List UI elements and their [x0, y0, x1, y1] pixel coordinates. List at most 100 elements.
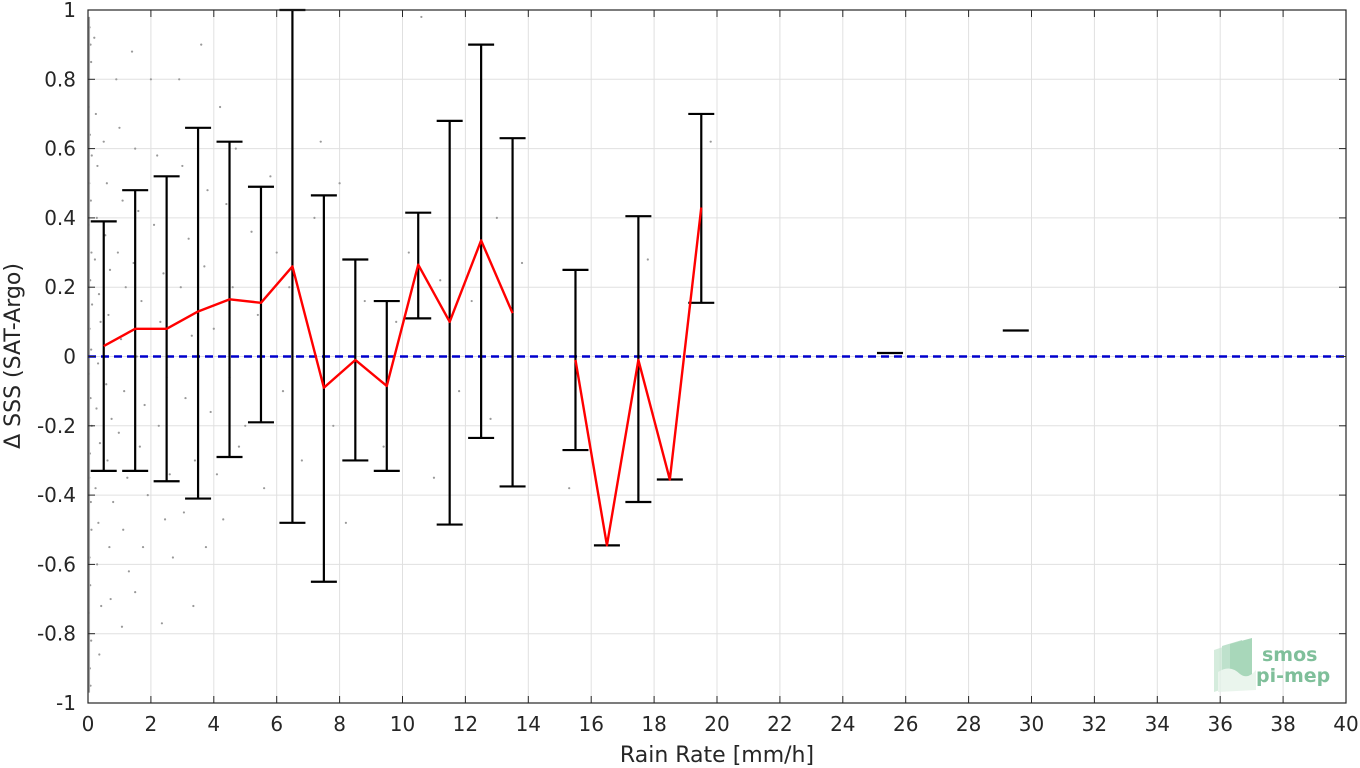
scatter-point [489, 417, 492, 420]
scatter-point [407, 251, 410, 254]
y-tick-label: -1 [56, 691, 76, 715]
scatter-point [160, 622, 164, 625]
x-tick-label: 8 [333, 712, 346, 736]
y-axis-label: Δ SSS (SAT-Argo) [1, 263, 26, 449]
scatter-point [100, 604, 103, 608]
scatter-point [313, 216, 316, 219]
y-tick-label: 0.8 [44, 67, 76, 91]
smos-pi-mep-logo: smos pi-mep [1214, 638, 1330, 692]
mean-line-series [574, 207, 703, 547]
logo-mark-icon [1214, 638, 1256, 692]
scatter-point [363, 299, 366, 303]
scatter-point [93, 36, 96, 39]
x-tick-label: 16 [578, 712, 603, 736]
logo-text-line1: smos [1262, 644, 1317, 666]
scatter-point [94, 112, 97, 116]
scatter-point [212, 327, 215, 330]
scatter-point [90, 60, 93, 64]
scatter-point [439, 279, 442, 282]
x-tick-label: 20 [704, 712, 729, 736]
scatter-point [109, 597, 112, 601]
scatter-point [124, 286, 127, 289]
scatter-point [275, 251, 278, 254]
scatter-point [138, 445, 141, 448]
scatter-point [458, 390, 461, 393]
scatter-point [222, 518, 225, 521]
scatter-point [203, 265, 206, 268]
x-tick-label: 2 [145, 712, 158, 736]
scatter-point [382, 445, 385, 448]
scatter-point [237, 445, 241, 448]
x-tick-label: 28 [956, 712, 981, 736]
scatter-point [646, 258, 649, 261]
scatter-point [244, 424, 247, 427]
scatter-point [192, 604, 195, 608]
x-tick-label: 0 [82, 712, 95, 736]
scatter-point [163, 518, 167, 521]
scatter-point [204, 545, 208, 549]
scatter-point [118, 126, 121, 129]
mean-line-series [103, 239, 514, 389]
scatter-point [90, 154, 93, 157]
scatter-point [300, 459, 303, 462]
scatter-points [87, 15, 712, 693]
y-tick-label: 0.2 [44, 275, 76, 299]
x-tick-label: 6 [270, 712, 283, 736]
scatter-point [117, 431, 120, 434]
scatter-point [96, 164, 99, 168]
x-tick-label: 4 [207, 712, 220, 736]
x-tick-label: 24 [830, 712, 855, 736]
scatter-point [171, 556, 175, 559]
scatter-point [94, 487, 97, 490]
scatter-point [90, 528, 93, 531]
scatter-point [281, 390, 285, 393]
scatter-point [93, 258, 97, 261]
scatter-point [568, 487, 571, 490]
x-tick-label: 30 [1019, 712, 1044, 736]
scatter-point [162, 272, 165, 275]
scatter-point [96, 563, 99, 566]
scatter-point [97, 293, 101, 296]
scatter-point [190, 334, 193, 337]
scatter-point [470, 299, 473, 303]
scatter-point [495, 216, 498, 219]
scatter-point [209, 410, 212, 414]
scatter-point [110, 417, 113, 420]
scatter-point [98, 442, 102, 445]
scatter-point [395, 320, 398, 323]
scatter-point [152, 223, 156, 226]
x-tick-label: 32 [1082, 712, 1107, 736]
scatter-point [99, 320, 102, 323]
scatter-point [149, 78, 152, 81]
y-tick-label: 1 [63, 0, 76, 22]
scatter-point [319, 140, 322, 143]
logo-text-line2: pi-mep [1256, 665, 1330, 687]
scatter-point [112, 500, 115, 504]
scatter-point [134, 147, 137, 150]
scatter-point [709, 140, 712, 143]
scatter-point [344, 521, 347, 524]
scatter-point [97, 521, 100, 524]
scatter-point [123, 390, 126, 393]
scatter-point [130, 50, 134, 53]
scatter-point [157, 424, 160, 427]
scatter-point [206, 189, 209, 192]
y-tick-labels: -1 -0.8 -0.6 -0.4 -0.2 0 0.2 0.4 0.6 0.8 1 [37, 0, 76, 715]
scatter-point [146, 494, 149, 497]
scatter-point [116, 251, 119, 254]
scatter-point [140, 299, 143, 303]
y-tick-label: -0.4 [37, 483, 76, 507]
scatter-point [89, 500, 92, 504]
scatter-point [121, 199, 124, 202]
scatter-point [184, 396, 187, 400]
scatter-point [105, 383, 108, 386]
scatter-point [218, 105, 222, 109]
scatter-point [90, 348, 93, 351]
y-tick-label: 0.6 [44, 137, 76, 161]
scatter-point [269, 175, 272, 178]
x-tick-label: 26 [893, 712, 918, 736]
scatter-point [181, 164, 184, 168]
scatter-point [520, 261, 524, 265]
scatter-point [108, 268, 112, 271]
